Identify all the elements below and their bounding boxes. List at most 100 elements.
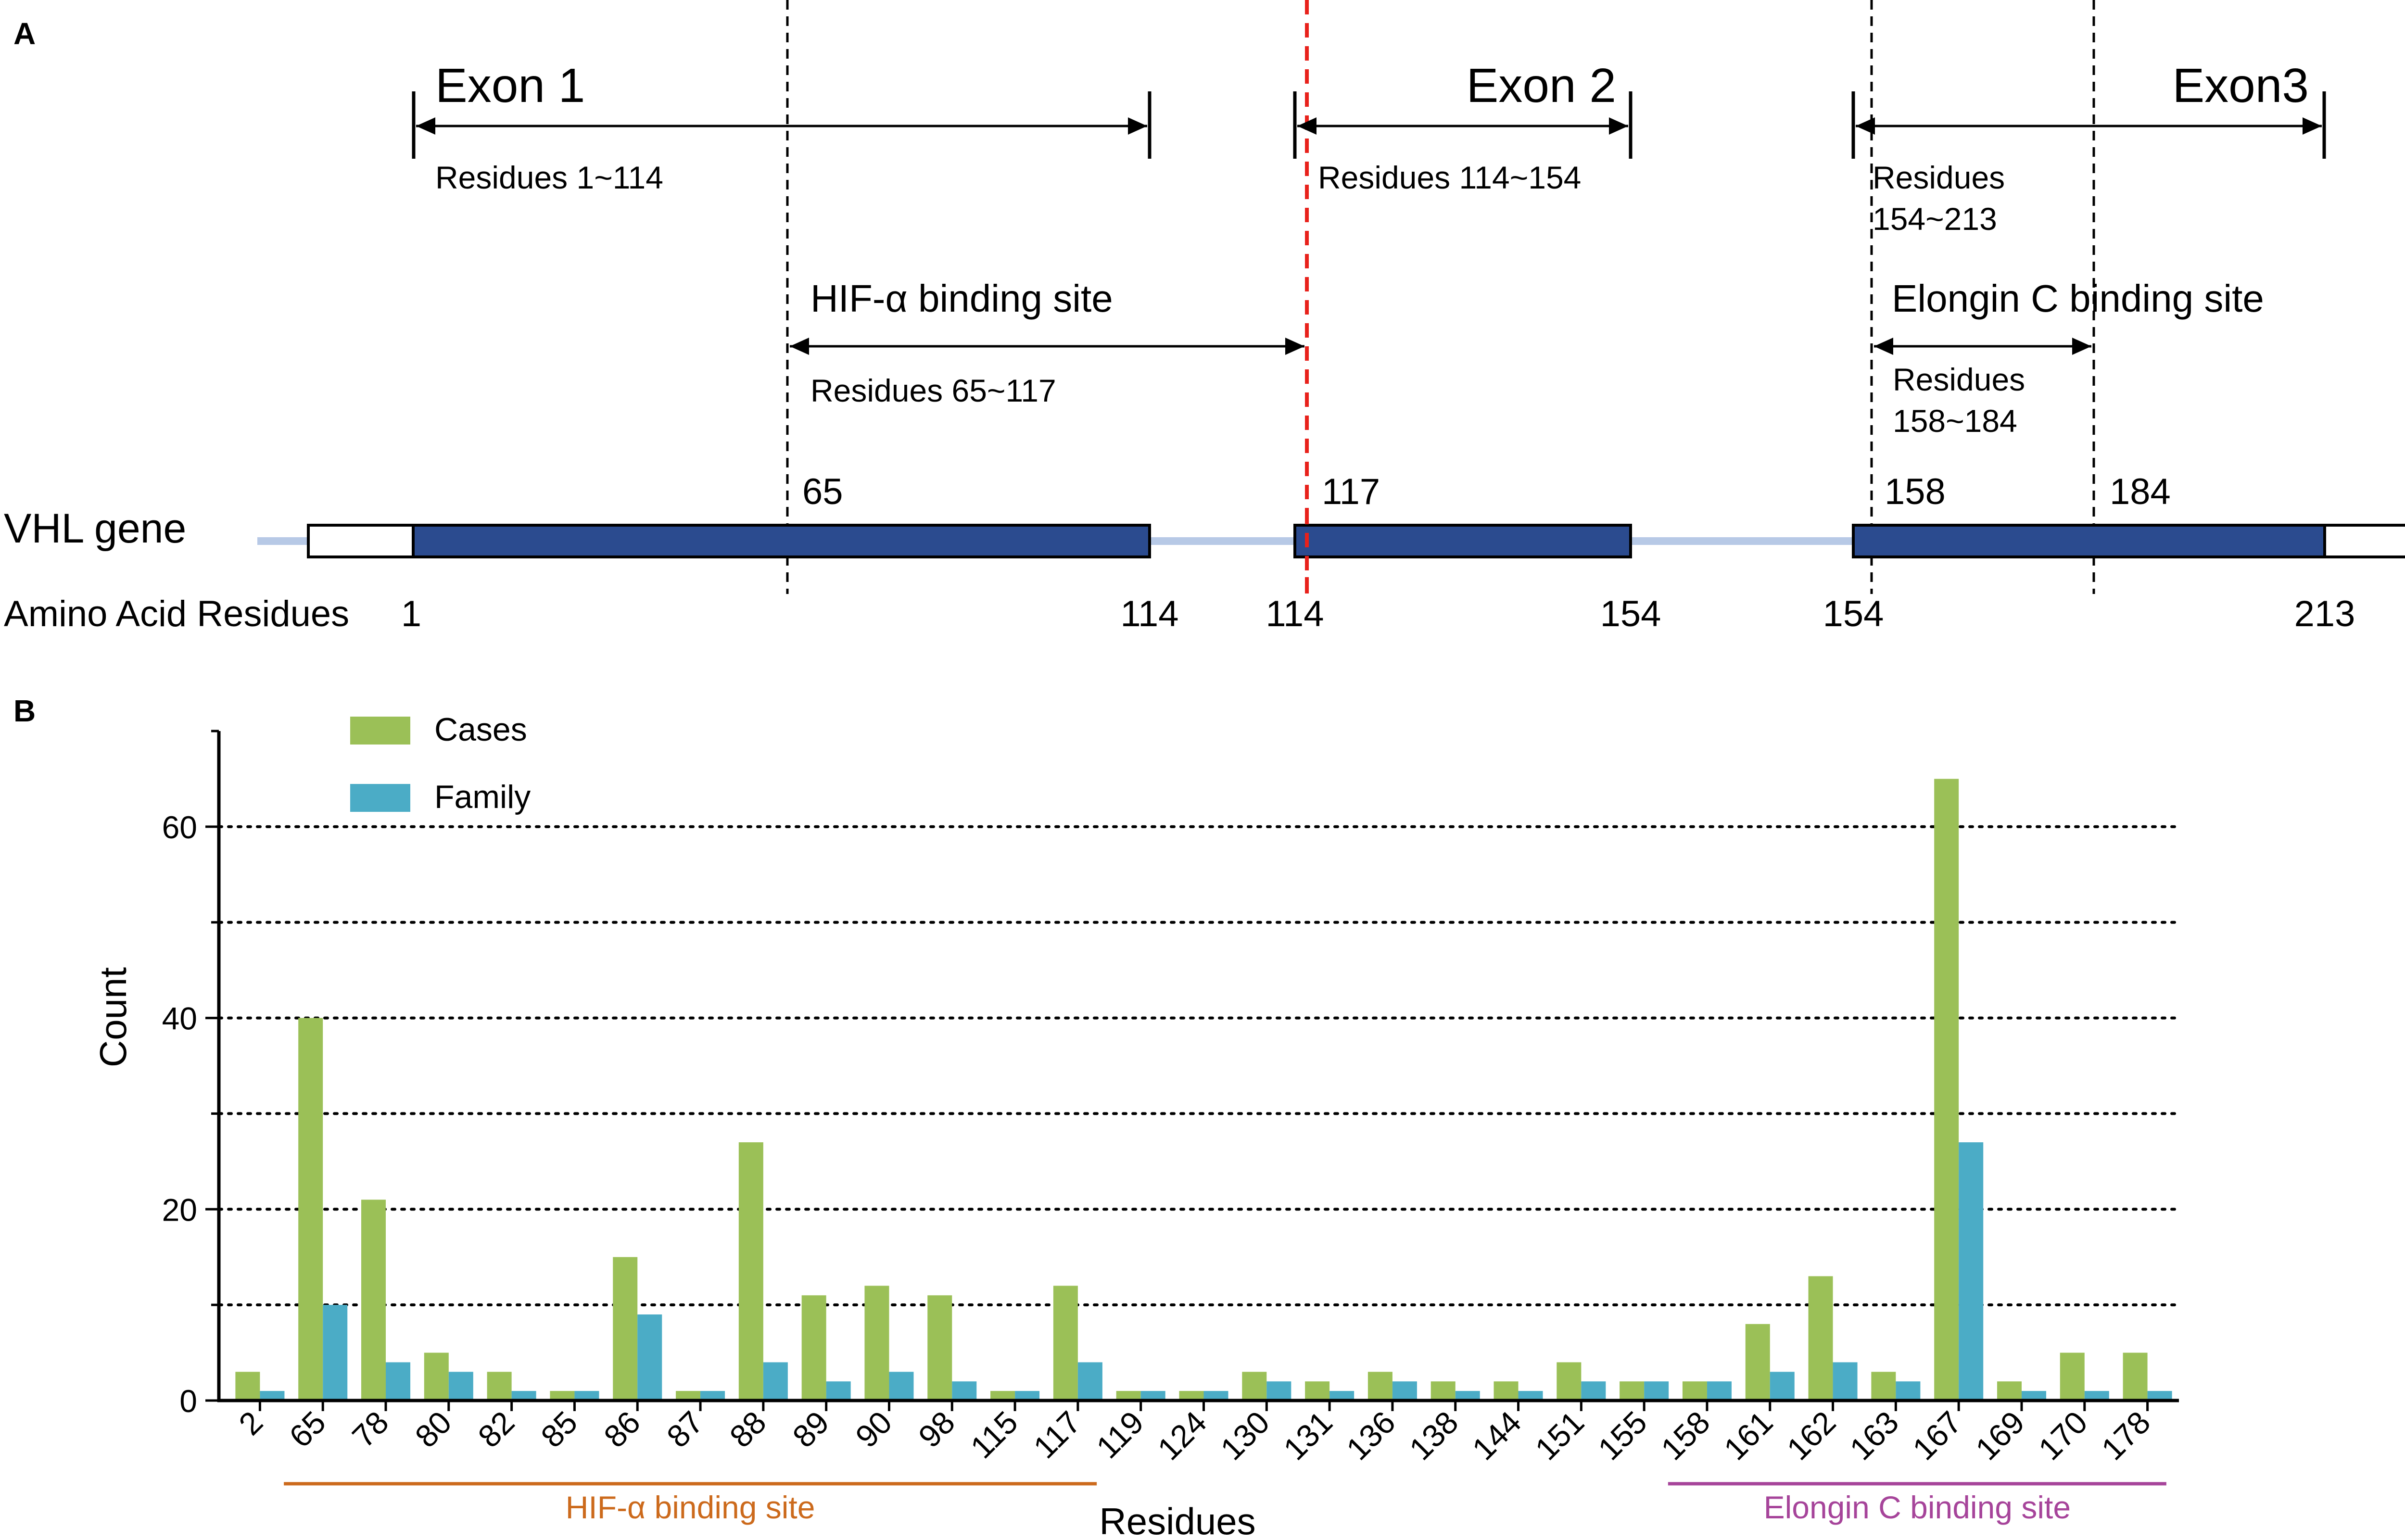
marker-65: 65 (802, 471, 843, 512)
marker-158: 158 (1885, 471, 1946, 512)
x-tick-label-158: 158 (1654, 1404, 1717, 1467)
x-tick-label-87: 87 (660, 1404, 710, 1454)
x-tick-label-124: 124 (1151, 1404, 1213, 1467)
exon-3-title: Exon3 (2172, 59, 2309, 113)
legend-label-cases: Cases (434, 711, 527, 748)
elongin-site-residues-line1: Residues (1893, 362, 2025, 397)
x-tick-label-117: 117 (1026, 1404, 1088, 1465)
bar-cases-131 (1305, 1381, 1330, 1401)
x-tick-label-78: 78 (345, 1404, 395, 1454)
hif-site-title: HIF-α binding site (810, 277, 1113, 320)
x-tick-label-155: 155 (1591, 1404, 1654, 1467)
y-tick-label-60: 60 (162, 809, 197, 845)
bar-cases-138 (1430, 1381, 1456, 1401)
bar-family-161 (1770, 1372, 1795, 1401)
elongin-site-range (1874, 338, 2091, 355)
y-tick-label-40: 40 (162, 1001, 197, 1036)
bar-family-124 (1203, 1391, 1228, 1401)
x-tick-label-86: 86 (597, 1404, 647, 1454)
bar-family-130 (1266, 1381, 1291, 1401)
exon-2-title: Exon 2 (1467, 59, 1616, 113)
marker-184: 184 (2110, 471, 2171, 512)
bar-family-136 (1392, 1381, 1417, 1401)
y-axis-label: Count (92, 967, 134, 1067)
x-tick-label-88: 88 (723, 1404, 773, 1454)
annotation-label-0: HIF-α binding site (566, 1490, 815, 1525)
exon-1-title: Exon 1 (435, 59, 585, 113)
panel-a-label: A (13, 16, 36, 51)
bar-cases-162 (1808, 1276, 1833, 1401)
x-tick-label-178: 178 (2094, 1404, 2157, 1467)
hif-site-residues: Residues 65~117 (810, 373, 1056, 408)
bar-cases-161 (1745, 1324, 1770, 1401)
exon-2-box (1293, 524, 1632, 558)
aa-tick-114b: 114 (1266, 593, 1324, 634)
x-tick-label-169: 169 (1969, 1404, 2031, 1467)
bar-cases-163 (1871, 1372, 1896, 1401)
x-tick-label-163: 163 (1843, 1404, 1905, 1467)
x-tick-label-162: 162 (1780, 1404, 1842, 1467)
bar-cases-117 (1053, 1286, 1078, 1401)
elongin-site-residues-line2: 158~184 (1893, 403, 2017, 439)
y-tick-label-20: 20 (162, 1192, 197, 1227)
bar-cases-85 (550, 1391, 575, 1401)
bar-cases-88 (738, 1142, 763, 1401)
x-tick-label-65: 65 (282, 1404, 332, 1454)
x-tick-label-98: 98 (911, 1404, 962, 1454)
bar-cases-151 (1557, 1362, 1582, 1401)
bar-cases-89 (801, 1295, 826, 1401)
elongin-site-title: Elongin C binding site (1892, 277, 2264, 320)
bar-family-163 (1896, 1381, 1921, 1401)
bar-family-119 (1140, 1391, 1165, 1401)
exon-2-range (1293, 91, 1633, 159)
bar-family-169 (2021, 1391, 2046, 1401)
bar-family-78 (386, 1362, 411, 1401)
panel-b: B 2 65 78 80 82 85 86 87 88 89 90 98 115 117 119 124 130… (13, 694, 2180, 1540)
bar-family-88 (763, 1362, 788, 1401)
bar-family-89 (826, 1381, 851, 1401)
bar-family-80 (448, 1372, 473, 1401)
bar-cases-87 (676, 1391, 701, 1401)
x-tick-label-131: 131 (1277, 1404, 1339, 1467)
x-tick-label-90: 90 (848, 1404, 899, 1454)
bar-cases-170 (2060, 1352, 2085, 1401)
x-tick-label-2: 2 (232, 1404, 269, 1442)
bar-cases-178 (2123, 1352, 2148, 1401)
bar-family-86 (637, 1314, 662, 1401)
x-tick-label-115: 115 (963, 1404, 1025, 1465)
gene-label: VHL gene (4, 505, 186, 552)
bar-family-170 (2084, 1391, 2109, 1401)
annotation-label-1: Elongin C binding site (1764, 1490, 2071, 1525)
marker-117: 117 (1322, 471, 1380, 512)
bar-family-85 (574, 1391, 599, 1401)
y-tick-label-0: 0 (179, 1383, 197, 1419)
bar-cases-136 (1367, 1372, 1392, 1401)
x-tick-label-144: 144 (1465, 1404, 1528, 1467)
bar-family-87 (700, 1391, 725, 1401)
exon-3-residues-line1: Residues (1873, 160, 2005, 195)
exon-3-range (1851, 91, 2326, 159)
bar-family-82 (511, 1391, 536, 1401)
bar-family-155 (1644, 1381, 1669, 1401)
bar-cases-90 (864, 1286, 889, 1401)
x-tick-label-80: 80 (408, 1404, 458, 1454)
bar-family-90 (889, 1372, 914, 1401)
bar-family-138 (1455, 1391, 1480, 1401)
utr-3-box (2323, 524, 2405, 558)
x-tick-label-151: 151 (1528, 1404, 1591, 1467)
panel-b-label: B (13, 694, 36, 728)
bar-family-98 (952, 1381, 977, 1401)
bar-cases-144 (1494, 1381, 1519, 1401)
bar-family-167 (1959, 1142, 1984, 1401)
aa-tick-1: 1 (401, 593, 421, 634)
legend-swatch-family (350, 784, 410, 812)
hif-site-range (790, 338, 1304, 355)
x-tick-label-167: 167 (1906, 1404, 1968, 1467)
x-tick-label-161: 161 (1717, 1404, 1779, 1467)
exon-1-box (412, 524, 1151, 558)
aa-tick-114a: 114 (1120, 593, 1178, 634)
bar-cases-169 (1997, 1381, 2022, 1401)
aa-tick-154a: 154 (1600, 593, 1661, 634)
x-axis-label: Residues (1099, 1500, 1255, 1538)
